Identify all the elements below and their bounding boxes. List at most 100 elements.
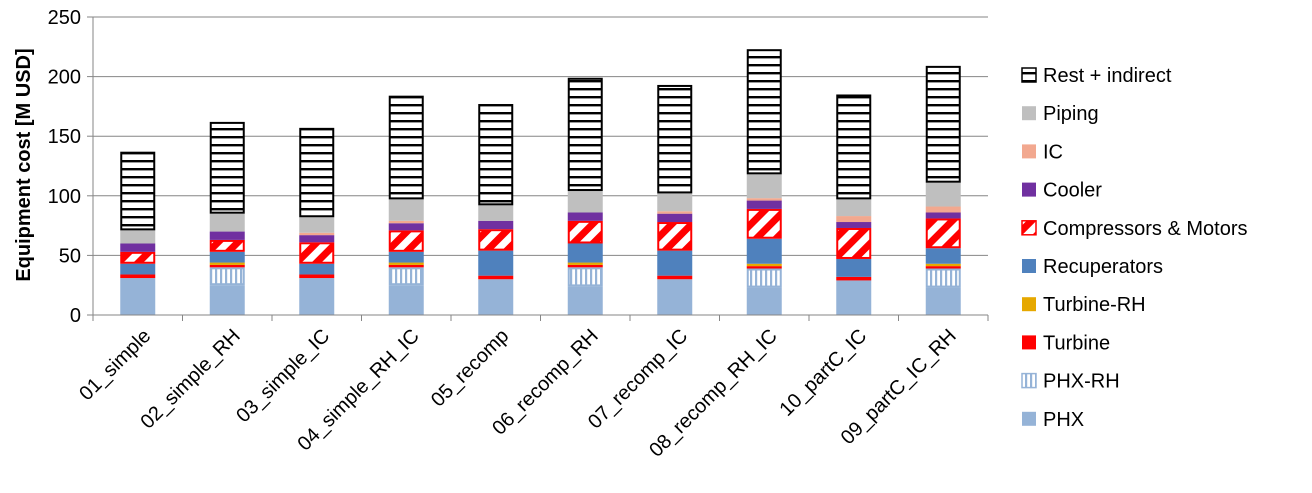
legend-swatch bbox=[1022, 411, 1036, 426]
legend-swatch bbox=[1021, 67, 1037, 83]
legend-label: Turbine-RH bbox=[1043, 294, 1146, 316]
bar-segment-compressors-motors bbox=[925, 218, 961, 249]
bar-segment-cooler bbox=[657, 213, 693, 223]
bar-segment-phx bbox=[388, 285, 424, 315]
x-tick-label: 01_simple bbox=[75, 325, 155, 405]
y-tick-label: 100 bbox=[48, 186, 81, 208]
bar-segment-rest-indirect bbox=[746, 49, 782, 175]
bar-segment-recuperators bbox=[836, 258, 872, 277]
bar-segment-piping bbox=[120, 230, 156, 244]
bar-segment-cooler bbox=[478, 220, 514, 230]
bar-segment-phx bbox=[925, 287, 961, 315]
bar-segment-phx bbox=[209, 285, 245, 315]
bar-segment-piping bbox=[478, 205, 514, 221]
bar-segment-phx bbox=[836, 280, 872, 315]
bar-segment-phx bbox=[746, 287, 782, 315]
bar-segment-recuperators bbox=[209, 251, 245, 263]
bar-segment-piping bbox=[299, 217, 335, 233]
bar-segment-phx-rh bbox=[746, 268, 782, 288]
bar-segment-piping bbox=[746, 174, 782, 199]
bar-segment-rest-indirect bbox=[567, 77, 603, 192]
legend-label: Compressors & Motors bbox=[1043, 218, 1248, 240]
bar-segment-cooler bbox=[746, 200, 782, 209]
bar-segment-cooler bbox=[388, 223, 424, 231]
legend-label: Rest + indirect bbox=[1043, 65, 1172, 87]
bar-segment-phx bbox=[567, 286, 603, 315]
y-axis-title: Equipment cost [M USD] bbox=[13, 48, 35, 281]
bar-segment-turbine bbox=[388, 264, 424, 268]
x-tick-label: 03_simple_IC bbox=[232, 325, 334, 427]
bar-segment-ic bbox=[836, 216, 872, 223]
bar-segment-ic bbox=[657, 211, 693, 214]
bar-segment-rest-indirect bbox=[657, 84, 693, 194]
bar-segment-compressors-motors bbox=[209, 239, 245, 252]
bar-segment-turbine-rh bbox=[567, 262, 603, 265]
bar-segment-cooler bbox=[567, 212, 603, 221]
y-tick-label: 200 bbox=[48, 67, 81, 89]
legend-swatch bbox=[1022, 335, 1036, 350]
axes bbox=[87, 16, 989, 321]
bar-segment-compressors-motors bbox=[120, 251, 156, 264]
bar-segment-turbine-rh bbox=[746, 263, 782, 267]
bar-segment-piping bbox=[567, 191, 603, 213]
bar-segment-phx-rh bbox=[567, 267, 603, 287]
bar-segment-turbine bbox=[657, 275, 693, 280]
bar-segment-turbine-rh bbox=[925, 263, 961, 267]
bar-segment-phx-rh bbox=[209, 267, 245, 286]
bar-segment-compressors-motors bbox=[299, 242, 335, 264]
bar-segment-recuperators bbox=[299, 263, 335, 275]
bar-segment-compressors-motors bbox=[478, 229, 514, 251]
bar-segment-phx-rh bbox=[388, 267, 424, 286]
y-tick-label: 250 bbox=[48, 7, 81, 29]
bar-segment-turbine bbox=[836, 276, 872, 281]
bar-segment-rest-indirect bbox=[299, 127, 335, 218]
bar-segment-recuperators bbox=[388, 251, 424, 263]
bar-segment-rest-indirect bbox=[388, 95, 424, 200]
bar-segment-recuperators bbox=[478, 250, 514, 276]
bar-segment-turbine bbox=[478, 275, 514, 280]
bar-segment-ic bbox=[388, 220, 424, 224]
y-tick-label: 150 bbox=[48, 126, 81, 148]
bar-segment-turbine bbox=[299, 274, 335, 279]
bar-segment-cooler bbox=[925, 212, 961, 219]
legend-label: Turbine bbox=[1043, 332, 1110, 354]
bar-segment-phx bbox=[478, 279, 514, 315]
bar-segment-turbine bbox=[120, 274, 156, 279]
bar-segment-compressors-motors bbox=[657, 222, 693, 251]
bar-segment-rest-indirect bbox=[478, 104, 514, 206]
bar-segment-cooler bbox=[120, 243, 156, 252]
legend-label: Recuperators bbox=[1043, 256, 1163, 278]
legend-label: Piping bbox=[1043, 103, 1099, 125]
bar-segment-piping bbox=[209, 213, 245, 232]
legend-label: IC bbox=[1043, 141, 1063, 163]
bar-segment-piping bbox=[925, 182, 961, 207]
legend-label: PHX bbox=[1043, 409, 1084, 431]
bar-segment-turbine bbox=[746, 266, 782, 269]
bar-segment-turbine bbox=[925, 266, 961, 269]
y-tick-label: 0 bbox=[70, 305, 81, 327]
legend-label: Cooler bbox=[1043, 180, 1102, 202]
bar-segment-compressors-motors bbox=[567, 220, 603, 244]
bar-segment-turbine-rh bbox=[209, 262, 245, 265]
bar-segment-compressors-motors bbox=[836, 227, 872, 259]
bar-segment-rest-indirect bbox=[836, 94, 872, 200]
bar-segment-cooler bbox=[209, 231, 245, 240]
bar-segment-rest-indirect bbox=[925, 65, 961, 183]
bar-segment-cooler bbox=[299, 235, 335, 243]
bar-segment-recuperators bbox=[925, 248, 961, 264]
bar-segment-compressors-motors bbox=[746, 208, 782, 239]
bar-segment-ic bbox=[746, 198, 782, 201]
bar-segment-recuperators bbox=[567, 243, 603, 263]
bar-segment-turbine-rh bbox=[388, 262, 424, 265]
y-tick-label: 50 bbox=[59, 245, 81, 267]
x-tick-label: 10_partC_IC bbox=[776, 325, 872, 421]
y-tick-labels: 0 50 100 150 200 250 bbox=[48, 7, 81, 327]
bar-segment-phx bbox=[657, 279, 693, 315]
bar-segment-rest-indirect bbox=[209, 121, 245, 214]
bar-segment-cooler bbox=[836, 222, 872, 228]
bar-segment-phx bbox=[120, 278, 156, 315]
bar-segment-phx bbox=[299, 278, 335, 315]
legend-label: PHX-RH bbox=[1043, 371, 1120, 393]
x-tick-label: 05_recomp bbox=[427, 325, 513, 411]
bar-segment-piping bbox=[657, 193, 693, 212]
